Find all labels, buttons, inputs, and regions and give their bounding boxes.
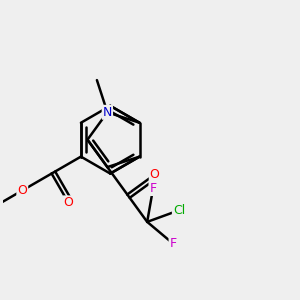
Text: F: F: [169, 237, 177, 250]
Text: Cl: Cl: [173, 204, 185, 217]
Text: O: O: [17, 184, 27, 197]
Text: F: F: [149, 182, 157, 195]
Text: O: O: [64, 196, 74, 209]
Text: O: O: [150, 168, 160, 181]
Text: N: N: [103, 106, 112, 119]
